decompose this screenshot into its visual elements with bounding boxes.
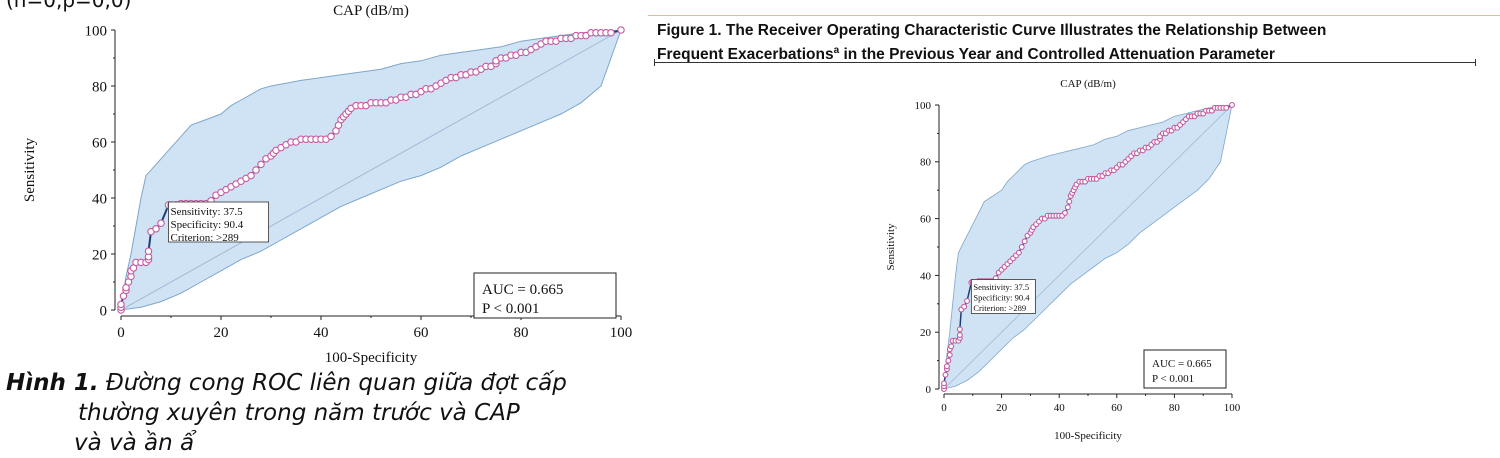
roc-chart-left: 0 20 40 60 80 100 0 20 40 60 80 100 CAP (dB/m) 100-Sp… xyxy=(22,3,633,366)
right-figure-panel: Figure 1. The Receiver Operating Charact… xyxy=(648,0,1500,450)
roc-point xyxy=(152,225,160,233)
criterion-line: Criterion: >289 xyxy=(973,303,1026,313)
criterion-line: Specificity: 90.4 xyxy=(973,293,1030,303)
roc-point xyxy=(961,303,968,310)
roc-point xyxy=(1064,204,1071,211)
roc-point xyxy=(942,371,949,378)
y-tick-label: 60 xyxy=(920,213,932,225)
x-tick-label: 20 xyxy=(214,325,229,341)
x-tick-label: 100 xyxy=(610,325,633,341)
figure-heading-line2: Frequent Exacerbationsa in the Previous … xyxy=(657,41,1326,65)
roc-point xyxy=(257,160,265,169)
chart-title: CAP (dB/m) xyxy=(1060,78,1116,90)
heading-bottom-rule xyxy=(654,62,1476,63)
auc-line: AUC = 0.665 xyxy=(482,282,563,298)
roc-point xyxy=(1021,238,1028,245)
y-tick-label: 40 xyxy=(920,270,932,282)
y-tick-label: 20 xyxy=(920,327,932,339)
criterion-line: Criterion: >289 xyxy=(171,232,240,244)
roc-point xyxy=(956,332,963,338)
x-tick-label: 40 xyxy=(314,325,329,341)
auc-line: P < 0.001 xyxy=(1152,373,1194,385)
caption-vietnamese-line2: thường xuyên trong năm trước và CAP xyxy=(78,400,520,426)
roc-point xyxy=(157,219,165,227)
roc-point xyxy=(946,351,953,358)
x-axis-label: 100-Specificity xyxy=(325,350,418,366)
caption-vietnamese-line3: và và ần ẩ xyxy=(74,430,195,456)
roc-point xyxy=(1018,244,1025,250)
roc-point xyxy=(1066,198,1073,205)
x-tick-label: 80 xyxy=(1169,402,1181,414)
left-figure-panel: (n=0,p=0,0) 0 20 40 60 80 100 0 20 40 60 80 100 CAP … xyxy=(0,0,648,456)
y-axis-label: Sensitivity xyxy=(885,223,897,271)
figure-heading: Figure 1. The Receiver Operating Charact… xyxy=(657,21,1326,65)
cut-off-text: (n=0,p=0,0) xyxy=(6,0,132,12)
rule-tick-right xyxy=(1475,59,1476,66)
roc-point xyxy=(941,380,947,387)
y-axis-label: Sensitivity xyxy=(22,137,38,202)
x-tick-label: 40 xyxy=(1054,402,1066,414)
reference-diagonal xyxy=(943,104,1233,390)
roc-point xyxy=(617,26,625,34)
roc-point xyxy=(948,343,955,350)
y-tick-label: 40 xyxy=(92,191,107,207)
criterion-line: Sensitivity: 37.5 xyxy=(171,206,244,218)
y-tick-label: 100 xyxy=(85,23,108,39)
roc-point xyxy=(327,132,335,141)
y-tick-label: 20 xyxy=(92,247,107,263)
y-tick-label: 0 xyxy=(926,384,932,396)
roc-point xyxy=(1062,209,1068,216)
roc-point xyxy=(247,171,255,180)
criterion-line: Sensitivity: 37.5 xyxy=(973,282,1029,292)
auc-line: P < 0.001 xyxy=(482,301,540,317)
x-tick-label: 0 xyxy=(941,402,947,414)
y-tick-label: 80 xyxy=(920,157,932,169)
y-tick-label: 100 xyxy=(915,100,932,112)
x-tick-label: 0 xyxy=(117,325,125,341)
rule-tick-left xyxy=(654,59,655,66)
heading-top-rule xyxy=(648,15,1500,16)
caption-vietnamese-line1: Hình 1. Đường cong ROC liên quan giữa đợ… xyxy=(6,368,567,398)
roc-point xyxy=(964,298,970,304)
reference-diagonal xyxy=(120,29,622,311)
auc-box xyxy=(473,272,617,319)
roc-point xyxy=(252,166,260,174)
x-tick-label: 100 xyxy=(1224,402,1241,414)
y-tick-label: 0 xyxy=(100,303,108,319)
auc-box xyxy=(1143,349,1227,389)
caption-label: Hình 1. xyxy=(6,370,99,396)
roc-point xyxy=(943,363,950,370)
auc-line: AUC = 0.665 xyxy=(1152,358,1212,370)
heading-superscript: a xyxy=(833,45,840,56)
roc-point xyxy=(607,29,615,37)
roc-point xyxy=(1229,102,1235,108)
roc-point xyxy=(144,247,153,255)
x-tick-label: 60 xyxy=(1111,402,1123,414)
x-axis-label: 100-Specificity xyxy=(1054,430,1122,442)
y-tick-label: 80 xyxy=(92,79,107,95)
x-tick-label: 20 xyxy=(996,402,1008,414)
chart-title: CAP (dB/m) xyxy=(333,3,409,19)
roc-point xyxy=(1015,249,1022,256)
roc-point xyxy=(945,357,952,364)
roc-point xyxy=(956,326,963,333)
x-tick-label: 60 xyxy=(414,325,429,341)
criterion-box xyxy=(970,279,1036,314)
y-tick-label: 60 xyxy=(92,135,107,151)
criterion-line: Specificity: 90.4 xyxy=(171,219,244,231)
roc-chart-right: 0 20 40 60 80 100 0 20 40 60 80 100 CAP (dB/m) 100-Sp… xyxy=(885,78,1241,442)
figure-heading-line1: Figure 1. The Receiver Operating Charact… xyxy=(657,22,1327,39)
roc-point xyxy=(1223,104,1230,111)
x-tick-label: 80 xyxy=(514,325,529,341)
heading-text-a: Frequent Exacerbations xyxy=(657,46,834,64)
criterion-box xyxy=(168,201,269,243)
heading-text-b: in the Previous Year and Controlled Atte… xyxy=(839,46,1275,64)
roc-point xyxy=(117,300,125,309)
caption-text: Đường cong ROC liên quan giữa đợt cấp xyxy=(98,370,567,396)
